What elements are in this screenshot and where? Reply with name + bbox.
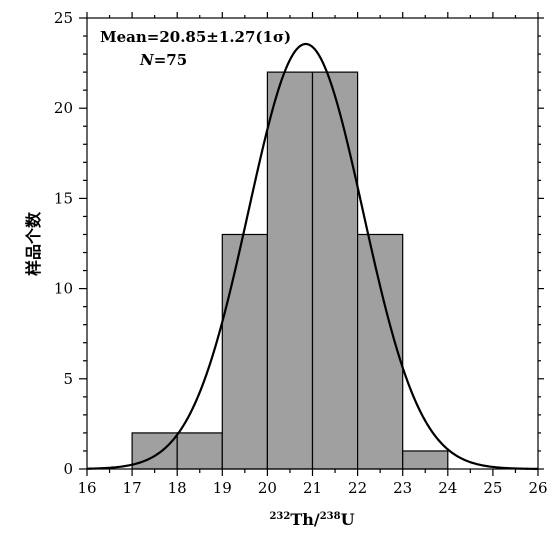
y-tick-label-25: 25 <box>54 9 73 27</box>
x-tick-label-26: 26 <box>528 479 547 497</box>
x-tick-label-16: 16 <box>77 479 96 497</box>
x-tick-label-19: 19 <box>213 479 232 497</box>
x-tick-label-24: 24 <box>438 479 457 497</box>
x-label-u: U <box>341 510 355 529</box>
histogram-bar-19-20 <box>221 233 269 470</box>
y-axis-ticks: 0 5 10 15 20 25 <box>54 9 544 478</box>
histogram-bar-20-21 <box>266 71 314 470</box>
x-tick-label-23: 23 <box>393 479 412 497</box>
x-axis-label: 232Th/238U <box>269 510 354 529</box>
y-axis-label: 样品个数 <box>24 211 43 276</box>
y-tick-label-15: 15 <box>54 189 73 207</box>
n-annotation: N=75 <box>139 51 187 69</box>
x-tick-label-17: 17 <box>123 479 142 497</box>
mean-annotation: Mean=20.85±1.27(1σ) <box>100 28 291 46</box>
histogram-bar-23-24 <box>402 450 449 470</box>
normal-distribution-curve <box>86 42 539 470</box>
y-tick-label-20: 20 <box>54 99 73 117</box>
x-label-sup-238: 238 <box>320 511 341 522</box>
histogram-bar-18-19 <box>176 432 223 470</box>
x-tick-label-21: 21 <box>303 479 322 497</box>
x-label-th: Th/ <box>290 510 320 529</box>
histogram-bar-21-22 <box>311 71 359 470</box>
y-tick-label-10: 10 <box>54 280 73 298</box>
histogram-bars <box>131 71 449 470</box>
n-value: =75 <box>154 51 187 69</box>
y-tick-label-0: 0 <box>63 460 73 478</box>
x-label-sup-232: 232 <box>269 511 290 522</box>
x-tick-label-20: 20 <box>258 479 277 497</box>
x-tick-label-22: 22 <box>348 479 367 497</box>
n-symbol: N <box>139 51 155 69</box>
x-tick-label-18: 18 <box>168 479 187 497</box>
histogram-bar-22-23 <box>357 233 404 470</box>
x-axis-ticks: 16 17 18 19 20 21 22 23 24 25 26 <box>77 12 548 497</box>
x-tick-label-25: 25 <box>483 479 502 497</box>
y-tick-label-5: 5 <box>63 370 73 388</box>
